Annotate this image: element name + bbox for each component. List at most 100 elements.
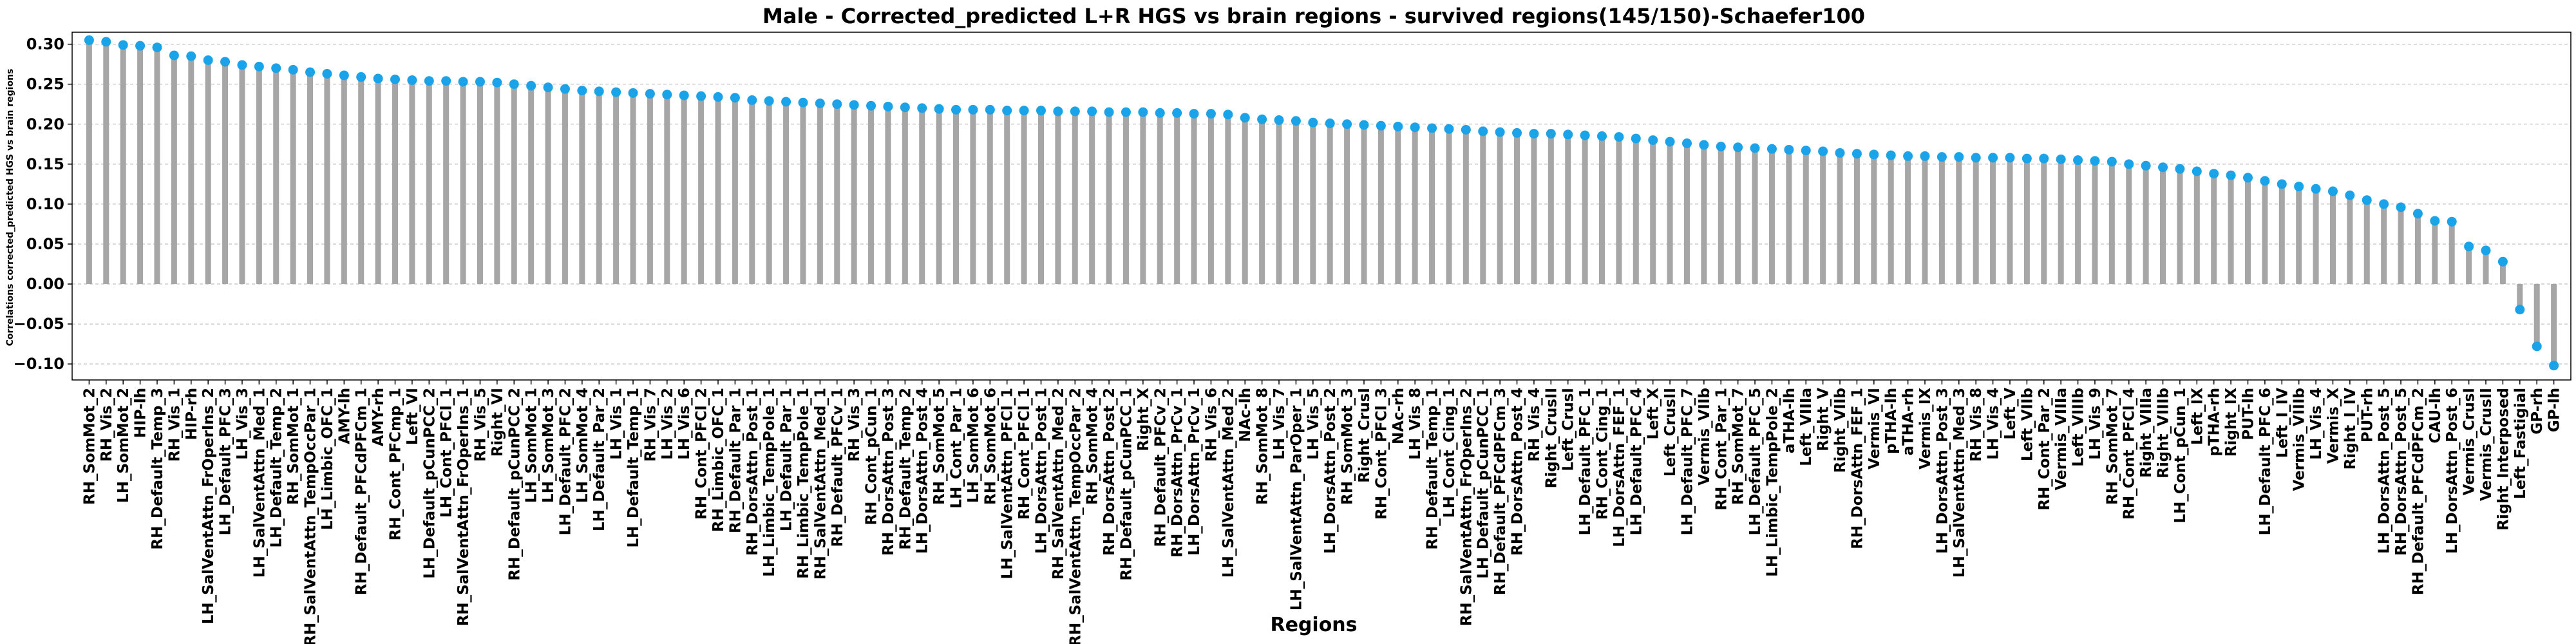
data-point bbox=[339, 70, 349, 80]
data-point bbox=[1614, 132, 1624, 142]
data-point bbox=[203, 55, 213, 65]
data-point bbox=[1189, 109, 1199, 119]
x-tick-label: LH_Cont_Par_1 bbox=[949, 388, 965, 509]
data-point bbox=[2124, 159, 2134, 169]
data-point bbox=[611, 87, 621, 97]
data-point bbox=[730, 93, 740, 103]
y-tick-label: 0.10 bbox=[26, 195, 64, 213]
x-axis-label: Regions bbox=[1270, 614, 1357, 636]
x-tick-label: RH_Cont_PFCmp_1 bbox=[387, 388, 404, 540]
x-tick-label: RH_Vis_3 bbox=[846, 388, 863, 462]
data-point bbox=[628, 88, 638, 98]
x-tick-label: Left_X bbox=[1645, 388, 1662, 440]
x-tick-label: RH_SalVentAttn_TempOccPar_2 bbox=[1067, 388, 1084, 644]
data-point bbox=[1223, 109, 1233, 120]
x-tick-label: LH_DorsAttn_Post_2 bbox=[1322, 388, 1339, 554]
x-tick-label: Left_VIIb bbox=[2019, 388, 2036, 461]
data-point bbox=[2226, 170, 2236, 180]
x-tick-label: LH_Default_Par_1 bbox=[779, 388, 795, 531]
data-point bbox=[985, 104, 995, 115]
data-point bbox=[832, 99, 842, 109]
x-tick-label: LH_Vis_8 bbox=[1407, 388, 1424, 460]
data-point bbox=[2430, 216, 2440, 226]
x-tick-label: RH_Cont_PFCl_4 bbox=[2121, 388, 2138, 520]
data-point bbox=[2039, 153, 2049, 164]
x-tick-label: LH_Vis_3 bbox=[234, 388, 251, 460]
x-tick-label: RH_Default_Temp_1 bbox=[1425, 388, 1441, 550]
x-tick-label: RH_Default_Temp_3 bbox=[149, 388, 166, 550]
data-point bbox=[1699, 140, 1709, 150]
data-point bbox=[1495, 127, 1505, 137]
x-tick-label: AMY-rh bbox=[370, 388, 387, 446]
data-point bbox=[1342, 119, 1352, 129]
x-tick-label: Left_V bbox=[2002, 388, 2019, 440]
x-tick-label: NAc-lh bbox=[1237, 388, 1254, 442]
x-tick-label: RH_Default_PFCv_2 bbox=[1152, 388, 1169, 547]
x-tick-label: Right_CrusI bbox=[1356, 388, 1373, 483]
data-point bbox=[492, 77, 502, 88]
data-point bbox=[1648, 135, 1658, 146]
y-tick-label: −0.10 bbox=[14, 355, 64, 373]
data-point bbox=[2175, 164, 2185, 174]
x-tick-label: RH_Default_PFCdPFCm_3 bbox=[1492, 388, 1509, 595]
data-point bbox=[101, 37, 111, 47]
x-tick-label: LH_Vis_2 bbox=[659, 388, 676, 460]
data-point bbox=[1172, 108, 1182, 118]
data-point bbox=[424, 76, 434, 86]
data-point bbox=[2243, 173, 2253, 183]
data-point bbox=[356, 72, 366, 82]
data-point bbox=[1852, 149, 1862, 159]
x-tick-label: RH_Default_PFCdPFCm_2 bbox=[2410, 388, 2427, 595]
x-tick-label: LH_Default_PFC_6 bbox=[2257, 388, 2274, 535]
x-tick-label: RH_DorsAttn_Post_3 bbox=[880, 388, 897, 556]
x-tick-label: LH_Default_PFC_1 bbox=[1577, 388, 1594, 535]
x-tick-label: Vermis_X bbox=[2325, 388, 2342, 464]
x-tick-label: RH_SomMot_5 bbox=[931, 388, 948, 505]
data-point bbox=[764, 96, 774, 106]
data-point bbox=[1121, 107, 1131, 117]
x-tick-label: Vermis_CrusI bbox=[2461, 388, 2478, 495]
x-tick-label: LH_DorsAttn_FEF_1 bbox=[1611, 388, 1628, 547]
data-point bbox=[1766, 144, 1777, 154]
x-tick-label: aTHA-lh bbox=[1781, 388, 1798, 453]
x-tick-label: LH_SomMot_1 bbox=[524, 388, 540, 503]
x-tick-label: NAc-rh bbox=[1390, 388, 1407, 444]
data-point bbox=[1716, 142, 1726, 152]
y-tick-label: 0.20 bbox=[26, 115, 64, 133]
x-tick-label: RH_Vis_1 bbox=[166, 388, 183, 462]
data-point bbox=[917, 103, 927, 113]
x-tick-label: RH_DorsAttn_Post_1 bbox=[744, 388, 761, 556]
x-tick-label: RH_Default_pCunPCC_2 bbox=[506, 388, 523, 581]
data-point bbox=[1308, 117, 1318, 128]
x-tick-label: Right_V bbox=[1815, 388, 1832, 451]
x-tick-label: RH_SomMot_2 bbox=[81, 388, 98, 505]
data-point bbox=[713, 92, 723, 102]
data-point bbox=[2481, 245, 2491, 256]
x-tick-label: RH_SomMot_1 bbox=[285, 388, 302, 505]
y-tick-label: 0.05 bbox=[26, 235, 64, 253]
data-point bbox=[2327, 186, 2338, 196]
x-tick-label: pTHA-lh bbox=[1883, 388, 1900, 454]
x-tick-label: RH_Vis_8 bbox=[1968, 388, 1985, 462]
data-point bbox=[1920, 151, 1930, 161]
data-point bbox=[594, 86, 604, 97]
data-point bbox=[1903, 151, 1913, 161]
data-point bbox=[747, 95, 757, 106]
x-tick-label: Right_I_IV bbox=[2342, 388, 2359, 470]
data-point bbox=[186, 51, 196, 61]
data-point bbox=[2073, 155, 2083, 166]
data-point bbox=[152, 43, 162, 53]
x-tick-label: LH_SomMot_4 bbox=[574, 388, 591, 503]
x-tick-label: RH_DorsAttn_PrCv_1 bbox=[1170, 388, 1186, 558]
x-tick-label: LH_Default_PFC_2 bbox=[557, 388, 574, 535]
chart-title: Male - Corrected_predicted L+R HGS vs br… bbox=[762, 4, 1865, 28]
data-point bbox=[2277, 179, 2287, 189]
gridlines bbox=[72, 44, 2571, 365]
data-point bbox=[645, 89, 655, 99]
data-point bbox=[390, 74, 400, 84]
data-point bbox=[1087, 106, 1097, 117]
x-tick-label: LH_Cont_pCun_1 bbox=[2172, 388, 2189, 524]
x-tick-label: RH_Cont_Par_2 bbox=[2036, 388, 2053, 511]
data-point bbox=[1597, 131, 1607, 141]
x-tick-label: Left_I_IV bbox=[2274, 388, 2291, 458]
